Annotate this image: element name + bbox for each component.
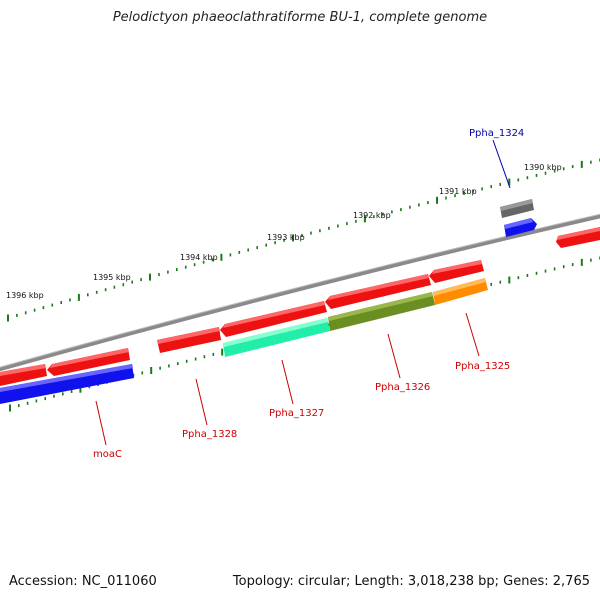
cds-moac[interactable] <box>0 364 134 404</box>
leader-ppha-1328 <box>195 378 208 426</box>
scale-label-1394: 1394 kbp <box>180 253 218 262</box>
scale-label-1392: 1392 kbp <box>353 211 391 220</box>
label-ppha-1324[interactable]: Ppha_1324 <box>469 128 524 139</box>
cds-ppha-1324[interactable] <box>504 218 537 237</box>
gene-ppha-1325-top[interactable] <box>429 260 484 283</box>
leader-ppha-1324 <box>492 139 511 189</box>
gene-ppha-1327-top[interactable] <box>220 301 327 337</box>
outer-tick-ring <box>7 158 600 322</box>
label-ppha-1328[interactable]: Ppha_1328 <box>182 429 237 440</box>
gene-ppha-1324[interactable] <box>500 199 534 218</box>
leader-moac <box>95 400 107 446</box>
scale-label-1390: 1390 kbp <box>524 163 562 172</box>
label-ppha-1327[interactable]: Ppha_1327 <box>269 408 324 419</box>
genome-backbone <box>0 214 600 372</box>
map-title: Pelodictyon phaeoclathratiforme BU-1, co… <box>112 10 488 25</box>
gene-ppha-1326-top[interactable] <box>325 274 431 309</box>
label-moac[interactable]: moaC <box>93 449 122 460</box>
cds-ppha-1327[interactable] <box>223 318 330 357</box>
genome-summary-text: Topology: circular; Length: 3,018,238 bp… <box>232 574 590 589</box>
leader-ppha-1327 <box>281 359 294 405</box>
gene-left-edge-red[interactable] <box>0 364 47 386</box>
gene-moac-top[interactable] <box>47 348 130 376</box>
scale-label-1393: 1393 kbp <box>267 233 305 242</box>
cds-ppha-1326[interactable] <box>328 292 435 331</box>
scale-label-1396: 1396 kbp <box>6 291 44 300</box>
label-ppha-1326[interactable]: Ppha_1326 <box>375 382 430 393</box>
accession-text: Accession: NC_011060 <box>9 574 157 589</box>
leader-ppha-1326 <box>387 333 401 379</box>
leader-ppha-1325 <box>465 312 480 357</box>
label-ppha-1325[interactable]: Ppha_1325 <box>455 361 510 372</box>
gene-ppha-1328[interactable] <box>157 327 221 353</box>
scale-label-1395: 1395 kbp <box>93 273 131 282</box>
scale-label-1391: 1391 kbp <box>439 187 477 196</box>
cds-ppha-1325[interactable] <box>433 278 488 305</box>
gene-far-right-red[interactable] <box>556 227 600 248</box>
